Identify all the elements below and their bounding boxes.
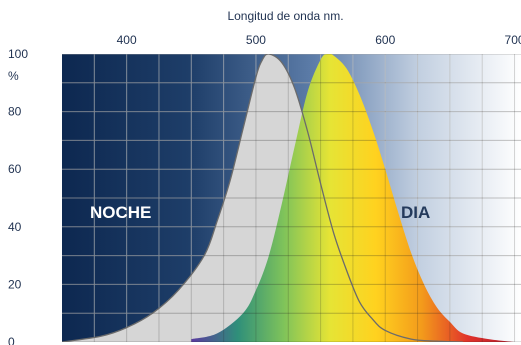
- y-tick-label: 40: [8, 220, 22, 234]
- noche-annotation: NOCHE: [90, 203, 151, 222]
- dia-annotation: DIA: [401, 203, 430, 222]
- chart-title: Longitud de onda nm.: [227, 9, 343, 23]
- y-tick-label: 0: [8, 335, 15, 345]
- y-tick-label: 80: [8, 105, 22, 119]
- labels: Longitud de onda nm. 400 500 600 700 0 20 40 60 8…: [8, 9, 521, 345]
- y-tick-label: 100: [8, 47, 28, 61]
- series-areas: [62, 54, 515, 342]
- y-axis-label: %: [8, 69, 19, 83]
- y-tick-label: 60: [8, 162, 22, 176]
- series-noche-area: [62, 54, 463, 342]
- x-tick-label: 600: [375, 33, 395, 47]
- x-tick-label: 700: [505, 33, 521, 47]
- x-tick-label: 500: [246, 33, 266, 47]
- series-dia-area: [191, 54, 515, 342]
- series-noche-line: [62, 54, 463, 342]
- y-tick-label: 20: [8, 277, 22, 291]
- x-tick-label: 400: [117, 33, 137, 47]
- grid-overlay: [62, 54, 521, 342]
